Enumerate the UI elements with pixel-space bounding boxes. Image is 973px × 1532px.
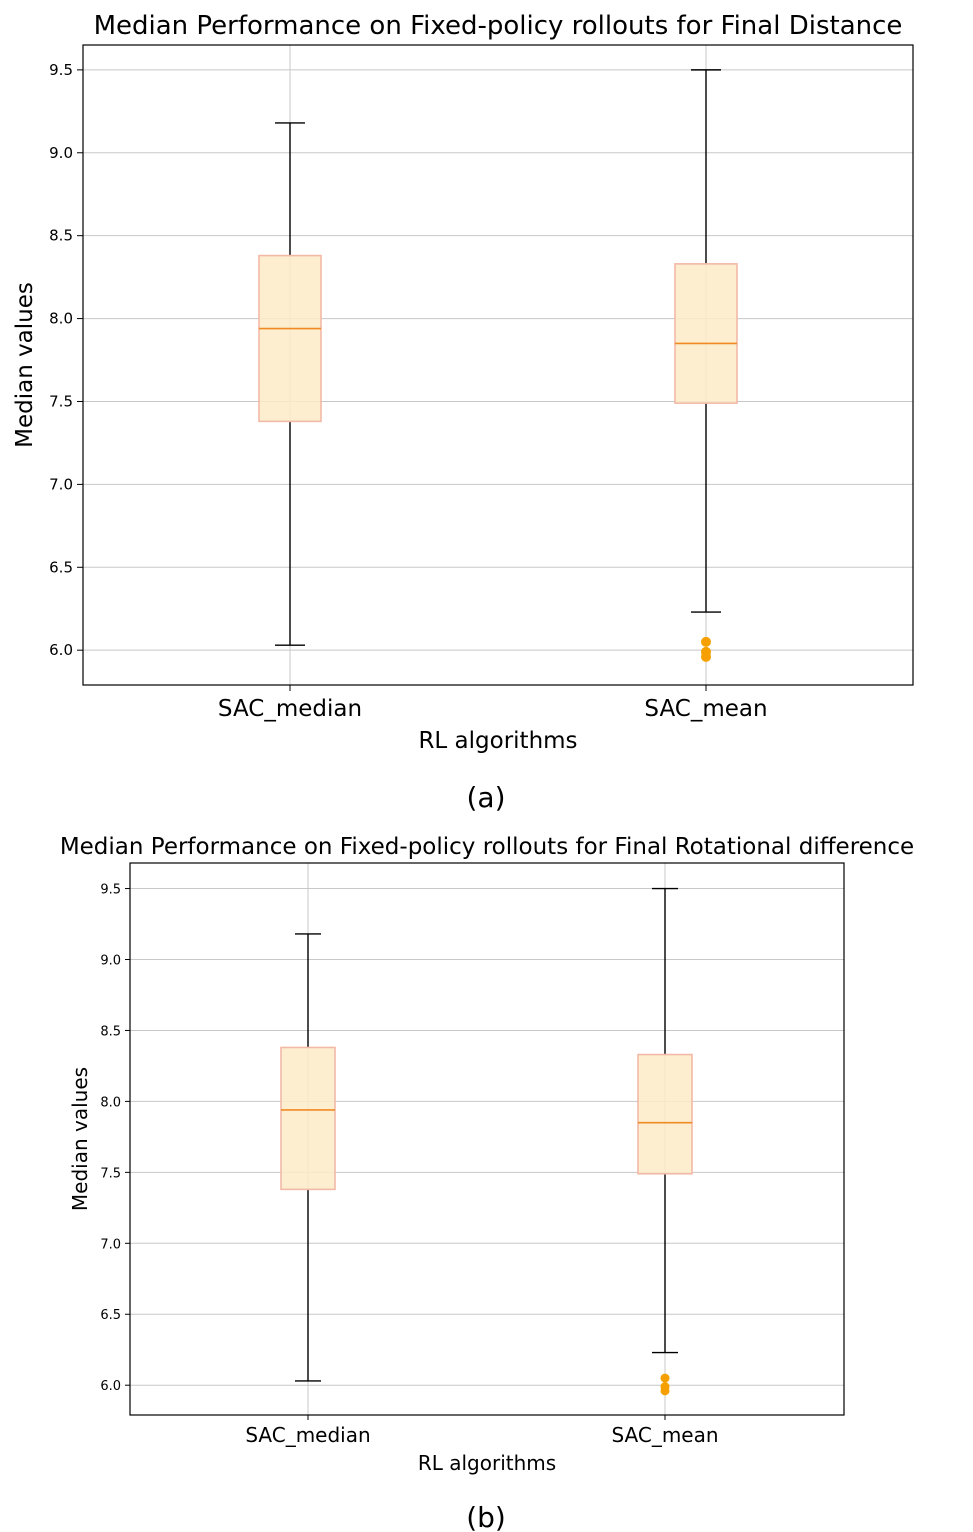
- outlier-point: [701, 636, 711, 647]
- box-iqr: [637, 1053, 693, 1175]
- y-tick-label: 7.0: [100, 1237, 121, 1252]
- box-sac-mean: [637, 887, 693, 1396]
- chart-b-x-ticks: SAC_median SAC_mean: [245, 1415, 719, 1447]
- y-tick-label: 8.0: [100, 1095, 121, 1110]
- chart-a-boxes: [258, 69, 738, 662]
- y-tick-label: 6.5: [100, 1308, 121, 1323]
- y-tick-label: 9.0: [100, 953, 121, 968]
- x-tick-label: SAC_mean: [611, 1423, 718, 1447]
- chart-a-x-ticks: SAC_median SAC_mean: [218, 685, 768, 722]
- chart-b-title: Median Performance on Fixed-policy rollo…: [60, 834, 914, 860]
- chart-b-plot-frame: [129, 862, 845, 1416]
- chart-b-ylabel: Median values: [68, 1067, 92, 1211]
- y-tick-label: 9.0: [49, 144, 73, 162]
- box-iqr: [258, 254, 322, 423]
- y-tick-label: 6.0: [49, 641, 73, 659]
- chart-a-plot-frame: [82, 44, 914, 686]
- chart-a-title: Median Performance on Fixed-policy rollo…: [94, 11, 903, 41]
- y-tick-label: 8.0: [49, 310, 73, 328]
- outlier-point: [660, 1373, 670, 1383]
- y-tick-label: 6.0: [100, 1379, 121, 1394]
- box-iqr: [674, 263, 738, 404]
- outlier-point: [701, 651, 711, 662]
- y-tick-label: 7.0: [49, 475, 73, 493]
- y-tick-label: 8.5: [49, 227, 73, 245]
- y-tick-label: 9.5: [100, 883, 121, 898]
- x-tick-label: SAC_mean: [644, 696, 767, 722]
- box-sac-median: [280, 933, 336, 1382]
- x-tick-label: SAC_median: [218, 696, 362, 722]
- chart-a: Median Performance on Fixed-policy rollo…: [12, 11, 914, 814]
- chart-a-ylabel: Median values: [12, 282, 38, 448]
- x-tick-label: SAC_median: [245, 1423, 370, 1447]
- chart-b-boxes: [280, 887, 693, 1396]
- y-tick-label: 7.5: [49, 392, 73, 410]
- chart-b-grid: [130, 863, 844, 1415]
- chart-b-panel-label: (b): [466, 1501, 506, 1532]
- y-tick-label: 8.5: [100, 1024, 121, 1039]
- outlier-point: [660, 1386, 670, 1396]
- y-tick-label: 9.5: [49, 61, 73, 79]
- box-sac-median: [258, 122, 322, 646]
- chart-b-xlabel: RL algorithms: [418, 1451, 556, 1475]
- chart-a-panel-label: (a): [466, 781, 505, 814]
- box-sac-mean: [674, 69, 738, 662]
- chart-b: Median Performance on Fixed-policy rollo…: [60, 834, 914, 1532]
- chart-b-y-ticks: 6.0 6.5 7.0 7.5 8.0 8.5 9.0 9.5: [100, 883, 130, 1394]
- chart-a-grid: [83, 45, 913, 685]
- chart-a-xlabel: RL algorithms: [418, 728, 577, 754]
- y-tick-label: 7.5: [100, 1166, 121, 1181]
- chart-a-y-ticks: 6.0 6.5 7.0 7.5 8.0 8.5 9.0 9.5: [49, 61, 83, 659]
- box-iqr: [280, 1046, 336, 1191]
- y-tick-label: 6.5: [49, 558, 73, 576]
